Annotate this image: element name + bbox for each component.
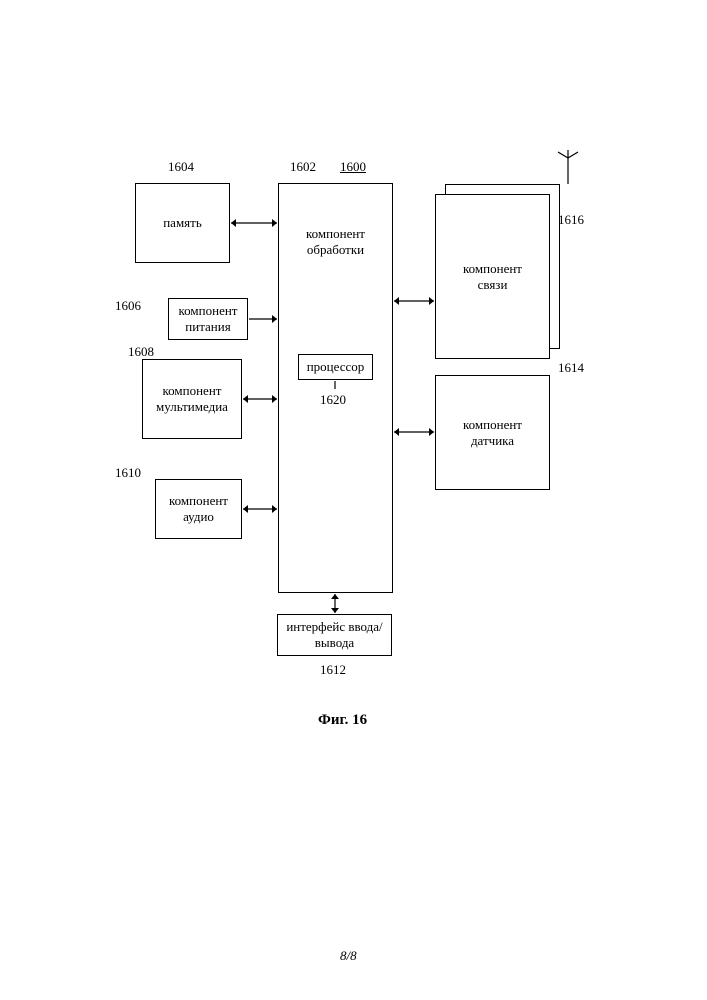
block-processing-text: компонентобработки xyxy=(306,226,365,257)
block-processor-text: процессор xyxy=(307,359,365,375)
block-multimedia: компонентмультимедиа xyxy=(142,359,242,439)
block-processing: компонентобработки xyxy=(278,183,393,593)
label-1604: 1604 xyxy=(168,159,194,175)
figure-caption: Фиг. 16 xyxy=(318,712,367,729)
block-audio: компонентаудио xyxy=(155,479,242,539)
label-1614: 1614 xyxy=(558,360,584,376)
block-multimedia-text: компонентмультимедиа xyxy=(156,383,228,414)
block-sensor-text: компонентдатчика xyxy=(463,417,522,448)
block-io-text: интерфейс ввода/вывода xyxy=(286,619,382,650)
label-1602: 1602 xyxy=(290,159,316,175)
block-comm: компонентсвязи xyxy=(435,194,550,359)
label-1610: 1610 xyxy=(115,465,141,481)
label-1620: 1620 xyxy=(320,392,346,408)
page-number: 8/8 xyxy=(340,948,357,964)
block-memory-text: память xyxy=(163,215,202,231)
block-memory: память xyxy=(135,183,230,263)
block-io: интерфейс ввода/вывода xyxy=(277,614,392,656)
label-1608: 1608 xyxy=(128,344,154,360)
label-1600: 1600 xyxy=(340,159,366,175)
page: память компонентобработки компонентсвязи… xyxy=(0,0,707,1000)
block-processor: процессор xyxy=(298,354,373,380)
block-power: компонентпитания xyxy=(168,298,248,340)
block-audio-text: компонентаудио xyxy=(169,493,228,524)
label-1616: 1616 xyxy=(558,212,584,228)
label-1606: 1606 xyxy=(115,298,141,314)
label-1612: 1612 xyxy=(320,662,346,678)
block-sensor: компонентдатчика xyxy=(435,375,550,490)
block-power-text: компонентпитания xyxy=(179,303,238,334)
block-comm-text: компонентсвязи xyxy=(463,261,522,292)
